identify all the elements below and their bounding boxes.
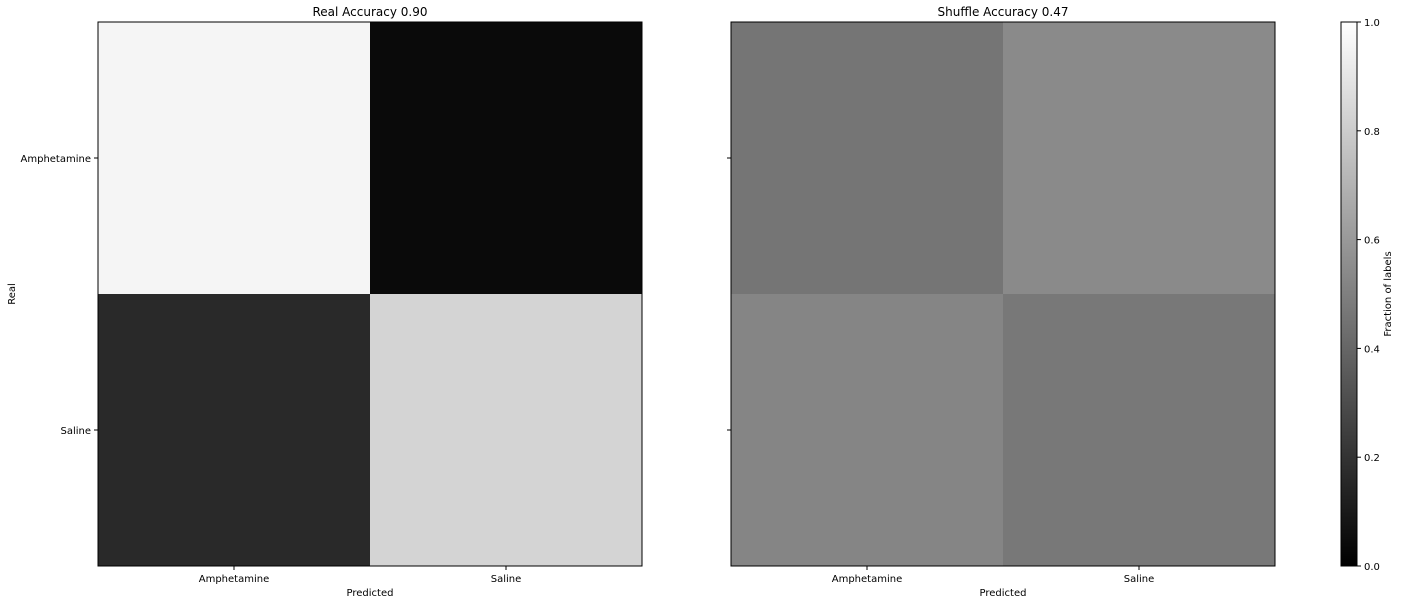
x-ticks: Amphetamine Saline: [199, 566, 522, 585]
heatmap-cell-1-1: [1003, 294, 1275, 566]
x-tick-label: Saline: [491, 574, 522, 585]
colorbar-tick-label: 0.6: [1364, 236, 1380, 247]
y-tick-label: Saline: [60, 426, 91, 437]
heatmap-cell-1-0: [98, 294, 370, 566]
heatmap-cells: [98, 22, 642, 566]
y-axis-label: Real: [7, 283, 18, 305]
heatmap-cell-1-0: [731, 294, 1003, 566]
real-accuracy-panel: Real Accuracy 0.90 Amphetamine Saline Amp…: [7, 5, 643, 599]
colorbar: 0.0 0.2 0.4 0.6 0.8 1.0 Fraction of labels: [1340, 18, 1394, 573]
x-tick-label: Amphetamine: [199, 574, 269, 585]
y-ticks: Amphetamine Saline: [21, 154, 98, 437]
panel-title: Real Accuracy 0.90: [312, 5, 427, 19]
y-ticks: [727, 157, 731, 431]
colorbar-ticks: 0.0 0.2 0.4 0.6 0.8 1.0: [1357, 18, 1380, 573]
x-axis-label: Predicted: [347, 588, 394, 599]
colorbar-tick-label: 0.4: [1364, 344, 1380, 355]
colorbar-tick-label: 0.8: [1364, 127, 1380, 138]
colorbar-tick-label: 0.2: [1364, 453, 1380, 464]
colorbar-gradient: [1340, 21, 1358, 567]
shuffle-accuracy-panel: Shuffle Accuracy 0.47 Amphetamine Saline …: [727, 5, 1276, 599]
x-ticks: Amphetamine Saline: [832, 566, 1155, 585]
heatmap-cell-0-1: [1003, 22, 1275, 294]
heatmap-cells: [731, 22, 1275, 566]
y-tick-label: Amphetamine: [21, 154, 91, 165]
heatmap-cell-0-0: [731, 22, 1003, 294]
colorbar-tick-label: 0.0: [1364, 562, 1380, 573]
heatmap-cell-1-1: [370, 294, 642, 566]
heatmap-cell-0-0: [98, 22, 370, 294]
x-tick-label: Amphetamine: [832, 574, 902, 585]
heatmap-cell-0-1: [370, 22, 642, 294]
axes-frame: [97, 21, 643, 567]
panel-title: Shuffle Accuracy 0.47: [938, 5, 1069, 19]
x-axis-label: Predicted: [980, 588, 1027, 599]
x-tick-label: Saline: [1124, 574, 1155, 585]
colorbar-tick-label: 1.0: [1364, 18, 1380, 29]
colorbar-label: Fraction of labels: [1383, 251, 1394, 336]
axes-frame: [730, 21, 1276, 567]
